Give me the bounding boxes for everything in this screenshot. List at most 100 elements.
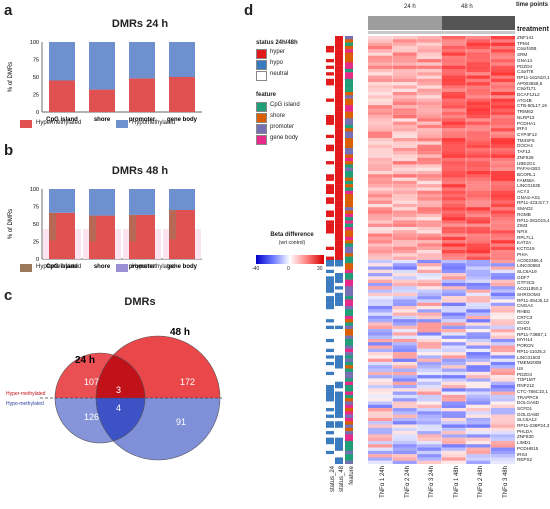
status-24-cell bbox=[326, 414, 334, 419]
heatmap-cell bbox=[441, 263, 466, 267]
status-48-cell bbox=[335, 335, 343, 340]
status-48-cell bbox=[335, 194, 343, 198]
heatmap-cell bbox=[441, 269, 466, 274]
status-48-cell bbox=[335, 184, 343, 188]
feature-cell bbox=[345, 55, 353, 60]
status-48-cell bbox=[335, 269, 343, 274]
gene-label: CRTC3 bbox=[517, 314, 533, 320]
heatmap-cell bbox=[368, 259, 393, 264]
heatmap-cell bbox=[466, 414, 491, 419]
heatmap-cell bbox=[417, 151, 442, 155]
heatmap-cell bbox=[490, 230, 515, 234]
feature-cell bbox=[345, 98, 353, 103]
heatmap-cell bbox=[417, 243, 442, 247]
heatmap-cell bbox=[417, 236, 442, 241]
heatmap-cell bbox=[466, 368, 491, 373]
heatmap-cell bbox=[490, 296, 515, 300]
heatmap-cell bbox=[490, 250, 515, 254]
chart-b-bar-shade bbox=[169, 210, 176, 240]
status-legend: hyper hypo neutral bbox=[256, 48, 346, 81]
sample-column-label: TNFα 2 24h bbox=[404, 466, 411, 498]
heatmap-cell bbox=[441, 282, 466, 287]
heatmap-cell bbox=[466, 243, 491, 247]
heatmap-cell bbox=[392, 59, 417, 63]
status-48-cell bbox=[335, 388, 343, 392]
feature-cell bbox=[345, 263, 353, 267]
feature-legend-title: feature bbox=[256, 92, 277, 98]
heatmap-cell bbox=[466, 398, 491, 402]
heatmap-cell bbox=[466, 68, 491, 73]
heatmap-cell bbox=[441, 170, 466, 175]
chart-a-bar-hyper bbox=[49, 80, 75, 112]
heatmap-cell bbox=[392, 157, 417, 162]
heatmap-cell bbox=[466, 276, 491, 280]
heatmap-cell bbox=[417, 200, 442, 205]
sample-column-label: TNFα 1 48h bbox=[453, 466, 460, 498]
heatmap-cell bbox=[490, 85, 515, 89]
heatmap-cell bbox=[466, 256, 491, 261]
heatmap-cell bbox=[417, 115, 442, 119]
legend-a-hypo-swatch bbox=[116, 120, 128, 128]
gene-label: SCFD1 bbox=[517, 405, 533, 411]
status-24-cell bbox=[326, 322, 334, 326]
heatmap-cell bbox=[368, 266, 393, 270]
heatmap-cell bbox=[466, 282, 491, 287]
gene-label: SLC6A12 bbox=[517, 417, 537, 423]
heatmap-cell bbox=[490, 72, 515, 76]
status-24-cell bbox=[326, 72, 334, 76]
sample-column-label: TNFα 3 24h bbox=[429, 466, 435, 498]
status-48-cell bbox=[335, 398, 343, 402]
heatmap-cell bbox=[417, 101, 442, 106]
heatmap-cell bbox=[368, 434, 393, 438]
heatmap-cell bbox=[392, 141, 417, 145]
heatmap-cell bbox=[466, 55, 491, 60]
heatmap-cell bbox=[368, 36, 393, 40]
heatmap-cell bbox=[490, 226, 515, 231]
status-48-cell bbox=[335, 98, 343, 103]
gene-label: SLC6A19 bbox=[517, 268, 537, 274]
heatmap-cell bbox=[466, 259, 491, 264]
status-24-cell bbox=[326, 42, 334, 47]
heatmap-cell bbox=[441, 197, 466, 201]
gene-label: TM4SF5 bbox=[517, 137, 535, 143]
heatmap-cell bbox=[441, 203, 466, 208]
status-legend-label: hypo bbox=[270, 60, 284, 66]
heatmap-cell bbox=[392, 88, 417, 93]
heatmap-cell bbox=[368, 91, 393, 96]
heatmap-cell bbox=[368, 161, 393, 165]
heatmap-cell bbox=[490, 121, 515, 126]
heatmap-cell bbox=[392, 124, 417, 129]
status-24-cell bbox=[326, 273, 334, 277]
status-48-cell bbox=[335, 266, 343, 270]
heatmap-cell bbox=[466, 299, 491, 303]
heatmap-cell bbox=[441, 134, 466, 139]
status-24-cell bbox=[326, 329, 334, 333]
heatmap-cell bbox=[490, 124, 515, 129]
heatmap-cell bbox=[417, 85, 442, 89]
status-24-cell bbox=[326, 243, 334, 247]
heatmap-cell bbox=[417, 292, 442, 297]
heatmap-cell bbox=[490, 197, 515, 201]
feature-cell bbox=[345, 381, 353, 386]
heatmap-cell bbox=[368, 352, 393, 356]
heatmap-cell bbox=[466, 309, 491, 313]
status-24-cell bbox=[326, 394, 334, 399]
heatmap-cell bbox=[417, 312, 442, 317]
status-24-cell bbox=[326, 36, 334, 40]
heatmap-cell bbox=[417, 131, 442, 135]
heatmap-cell bbox=[368, 243, 393, 247]
feature-cell bbox=[345, 75, 353, 79]
annotation-column-label: status_24 bbox=[330, 466, 336, 493]
status-48-cell bbox=[335, 190, 343, 195]
status-48-cell bbox=[335, 292, 343, 297]
heatmap-cell bbox=[490, 319, 515, 323]
heatmap-cell bbox=[441, 177, 466, 182]
chart-b-title: DMRs 48 h bbox=[111, 165, 169, 177]
status-48-cell bbox=[335, 299, 343, 303]
heatmap-cell bbox=[490, 52, 515, 56]
heatmap-cell bbox=[490, 243, 515, 247]
status-24-cell bbox=[326, 226, 334, 231]
heatmap-cell bbox=[466, 151, 491, 155]
heatmap-cell bbox=[392, 411, 417, 415]
